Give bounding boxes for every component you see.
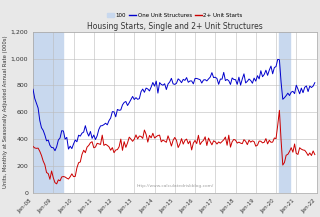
Y-axis label: Units, Monthly at Seasonally Adjusted Annual Rate (000s): Units, Monthly at Seasonally Adjusted An… — [4, 36, 8, 189]
Bar — [31, 32, 63, 193]
Bar — [279, 32, 290, 193]
Title: Housing Starts, Single and 2+ Unit Structures: Housing Starts, Single and 2+ Unit Struc… — [87, 22, 263, 31]
Text: http://www.calculatedriskblog.com/: http://www.calculatedriskblog.com/ — [136, 184, 213, 188]
Legend: 100, One Unit Structures, 2+ Unit Starts: 100, One Unit Structures, 2+ Unit Starts — [105, 11, 245, 20]
